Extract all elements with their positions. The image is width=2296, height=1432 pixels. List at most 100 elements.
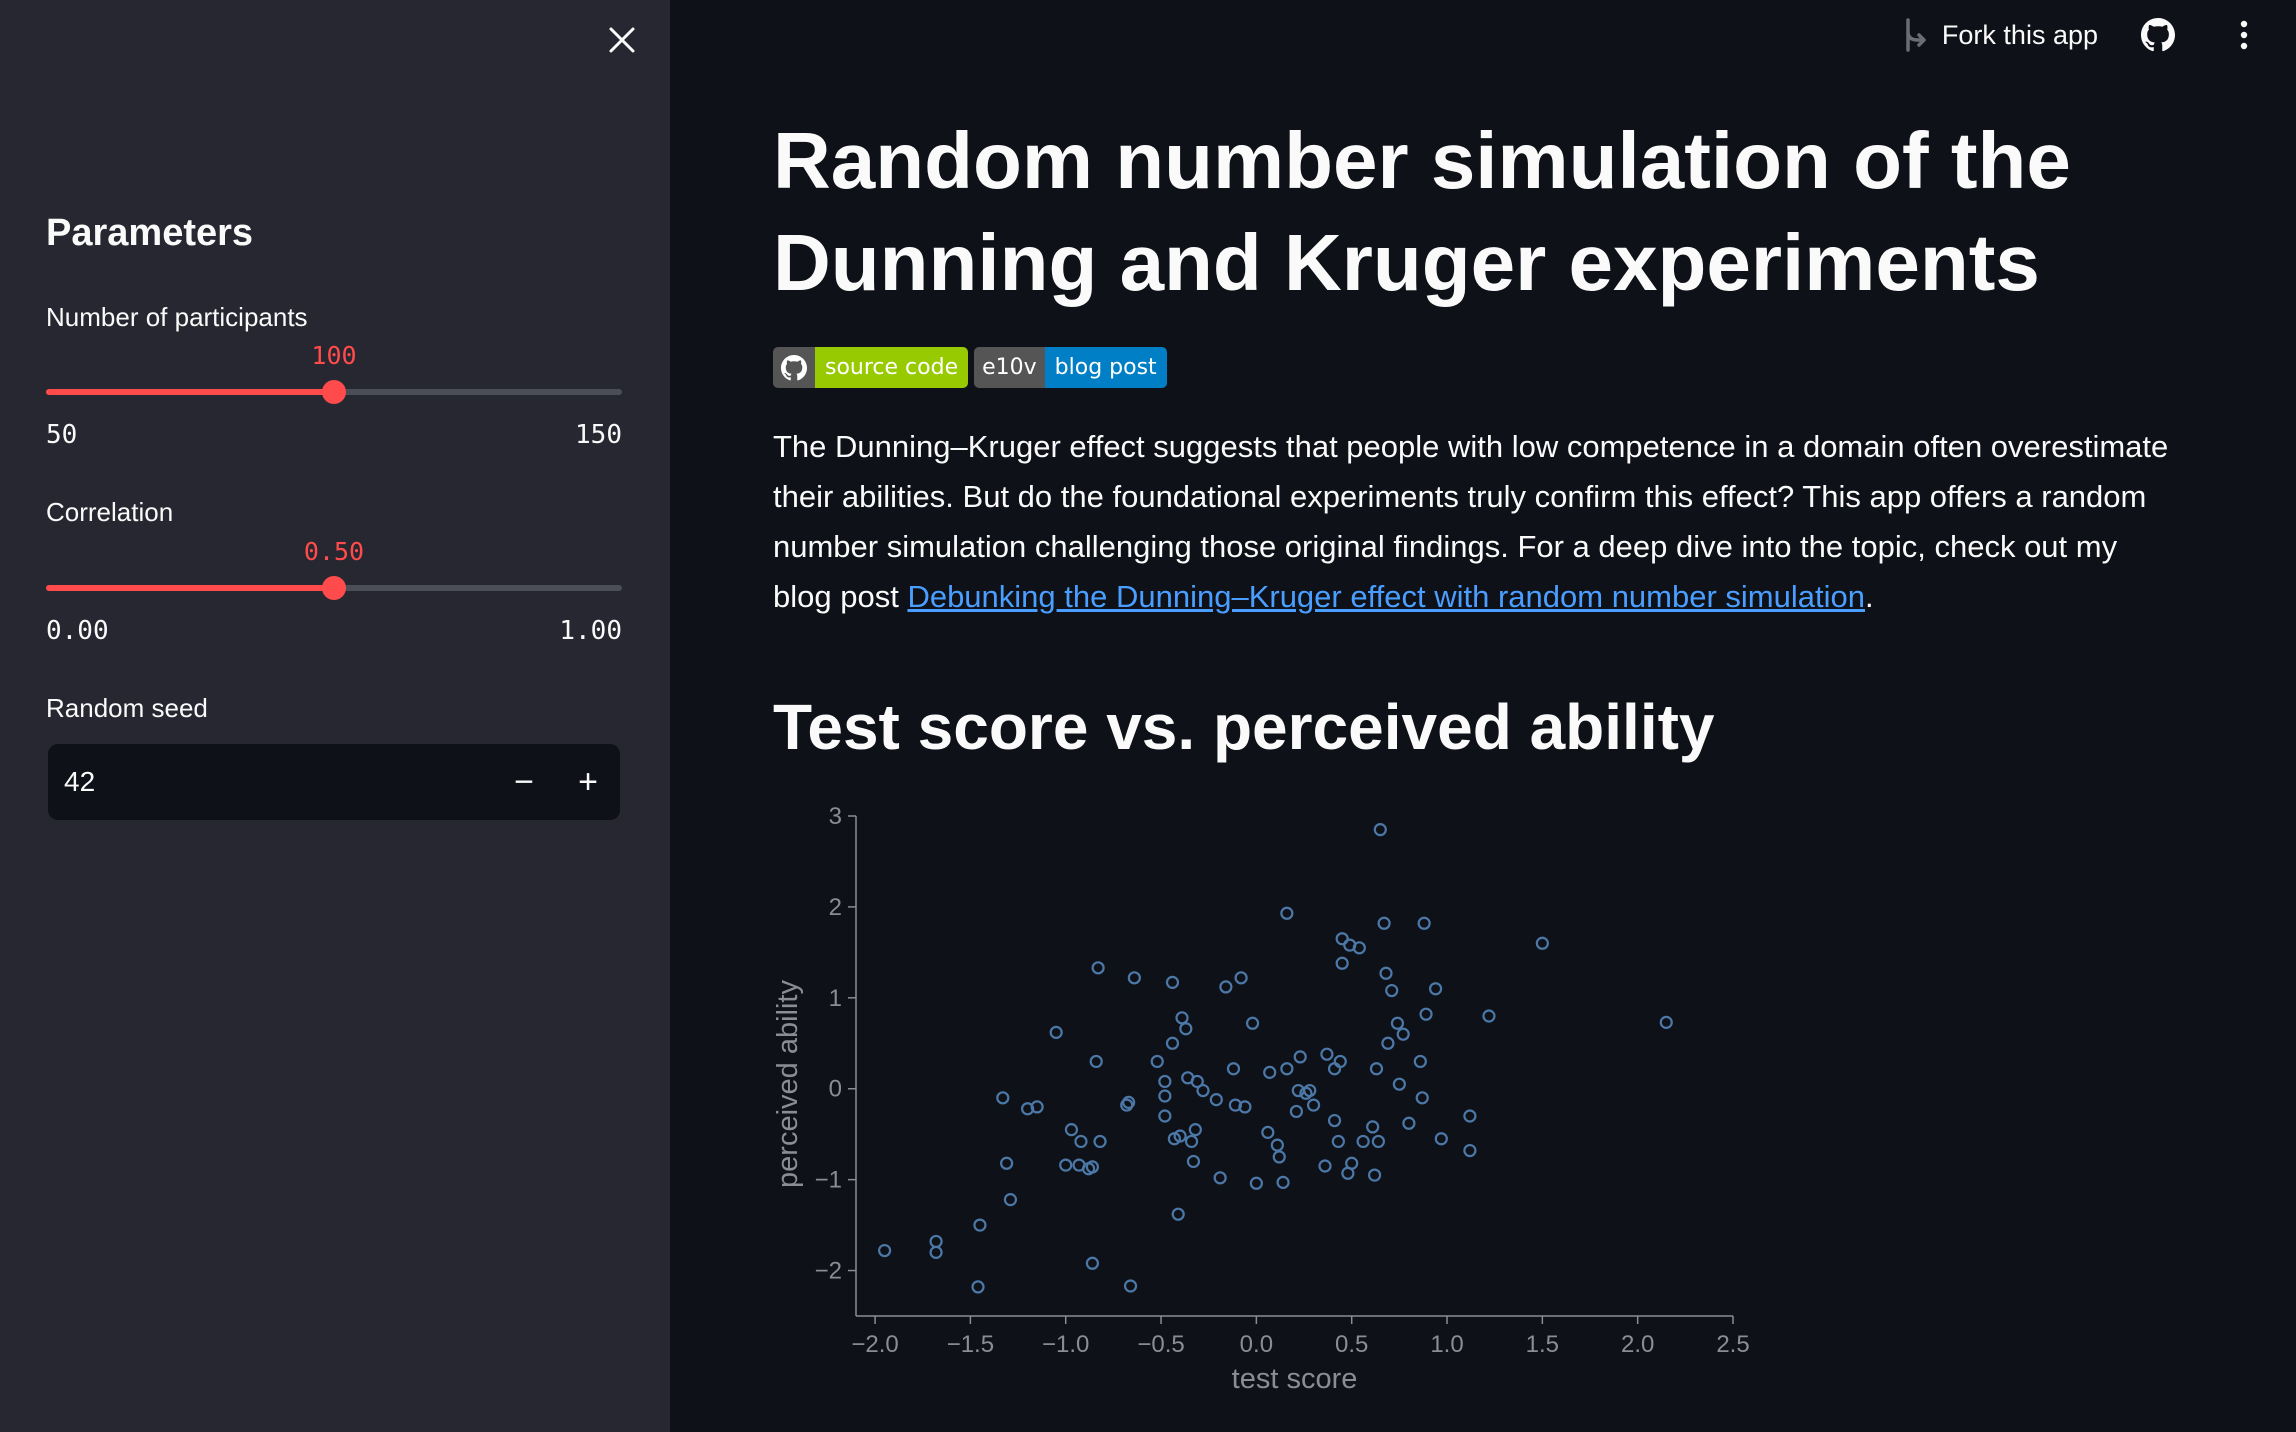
scatter-point: [1402, 1116, 1416, 1130]
github-button[interactable]: [2138, 15, 2178, 55]
scatter-point: [1165, 975, 1180, 989]
github-icon: [2141, 18, 2175, 52]
scatter-point: [1158, 1074, 1172, 1089]
scatter-point: [1059, 1158, 1073, 1172]
scatter-point: [1379, 966, 1393, 980]
scatter-point: [1209, 1093, 1223, 1107]
y-tick-label: 0: [829, 1076, 842, 1103]
scatter-point: [1356, 1134, 1370, 1149]
scatter-point: [1245, 1016, 1260, 1030]
close-sidebar-button[interactable]: [600, 18, 644, 62]
scatter-point: [1127, 971, 1141, 985]
participants-range: 50 150: [46, 420, 622, 450]
scatter-point: [1165, 1036, 1180, 1050]
seed-decrement-button[interactable]: −: [514, 762, 534, 801]
seed-increment-button[interactable]: +: [578, 762, 598, 801]
x-tick-label: 1.0: [1430, 1331, 1463, 1358]
correlation-min: 0.00: [46, 616, 109, 646]
scatter-point: [1535, 936, 1549, 950]
scatter-point: [1179, 1022, 1193, 1036]
scatter-point: [1226, 1062, 1241, 1076]
scatter-point: [1367, 1168, 1382, 1182]
scatter-point: [1417, 916, 1431, 930]
intro-end: .: [1864, 579, 1874, 614]
scatter-point: [1434, 1132, 1448, 1146]
x-tick-label: 2.0: [1621, 1331, 1654, 1358]
slider-thumb[interactable]: [322, 380, 346, 404]
scatter-point: [1196, 1083, 1210, 1098]
scatter-point: [1463, 1109, 1477, 1123]
scatter-point: [877, 1243, 892, 1258]
participants-max: 150: [575, 420, 622, 450]
scatter-point: [1093, 1134, 1107, 1149]
x-tick-label: −1.5: [947, 1331, 994, 1358]
seed-input[interactable]: 42: [64, 766, 96, 797]
scatter-point: [1030, 1100, 1044, 1114]
badge-left: [773, 347, 815, 388]
scatter-point: [1306, 1098, 1321, 1112]
source-code-badge[interactable]: source code: [773, 347, 969, 388]
scatter-point: [1390, 1016, 1405, 1030]
scatter-point: [1234, 971, 1248, 985]
scatter-point: [1293, 1050, 1307, 1064]
x-tick-label: 1.5: [1526, 1331, 1559, 1358]
x-axis-label: test score: [1232, 1363, 1358, 1395]
scatter-point: [1280, 1062, 1294, 1076]
seed-number-input: 42 − +: [48, 744, 620, 820]
scatter-point: [1213, 1171, 1227, 1185]
x-tick-label: −2.0: [851, 1331, 898, 1358]
blog-post-badge[interactable]: e10v blog post: [974, 347, 1167, 388]
scatter-point: [1320, 1047, 1334, 1061]
y-tick-label: −2: [815, 1258, 842, 1285]
participants-label: Number of participants: [46, 302, 308, 332]
intro-paragraph: The Dunning–Kruger effect suggests that …: [773, 422, 2173, 622]
scatter-point: [1419, 1007, 1433, 1021]
y-tick-label: −1: [815, 1167, 842, 1194]
x-tick-label: 0.0: [1240, 1331, 1273, 1358]
participants-slider[interactable]: 100: [46, 341, 622, 421]
scatter-point: [1000, 1156, 1014, 1170]
scatter-point: [1270, 1138, 1284, 1152]
scatter-point: [1074, 1134, 1088, 1149]
scatter-point: [1003, 1193, 1018, 1207]
more-vertical-icon: [2240, 20, 2248, 50]
chart-heading: Test score vs. perceived ability: [773, 691, 1715, 763]
scatter-point: [1085, 1160, 1100, 1174]
scatter-point: [1366, 1120, 1380, 1134]
blog-post-link[interactable]: Debunking the Dunning–Kruger effect with…: [907, 579, 1865, 614]
y-tick-label: 3: [829, 803, 842, 830]
scatter-point: [1373, 823, 1387, 837]
x-tick-label: 0.5: [1335, 1331, 1368, 1358]
correlation-range: 0.00 1.00: [46, 616, 622, 646]
main-menu-button[interactable]: [2224, 15, 2264, 55]
scatter-point: [996, 1091, 1010, 1105]
slider-thumb[interactable]: [322, 576, 346, 600]
scatter-chart: −2.0 −1.5 −1.0 −0.5 0.0 0.5 1.0 1.5 2.0 2.5 −2 −1 0 1…: [773, 803, 1750, 1395]
scatter-point: [971, 1280, 985, 1294]
scatter-point: [929, 1234, 943, 1249]
scatter-point: [1413, 1054, 1427, 1069]
page-title: Random number simulation of the Dunning …: [773, 116, 2071, 307]
scatter-point: [1482, 1009, 1496, 1023]
scatter-point: [1289, 1104, 1304, 1119]
scatter-point: [1091, 961, 1105, 975]
close-icon: [609, 27, 635, 53]
scatter-point: [1276, 1175, 1290, 1189]
header-toolbar: Fork this app: [1902, 0, 2296, 70]
fork-app-button[interactable]: Fork this app: [1902, 18, 2098, 52]
correlation-label: Correlation: [46, 497, 174, 527]
badge-right: blog post: [1044, 347, 1167, 388]
slider-value: 0.50: [303, 537, 365, 566]
scatter-point: [1396, 1027, 1410, 1041]
scatter-point: [1272, 1150, 1286, 1164]
scatter-point: [1381, 1036, 1395, 1050]
scatter-point: [1064, 1123, 1079, 1137]
scatter-point: [1249, 1176, 1263, 1190]
participants-min: 50: [46, 420, 78, 450]
slider-fill: [46, 585, 334, 591]
correlation-slider[interactable]: 0.50: [46, 537, 622, 617]
scatter-point: [1190, 1074, 1204, 1089]
scatter-point: [1352, 941, 1366, 955]
fork-icon: [1906, 18, 1926, 52]
seed-label: Random seed: [46, 693, 208, 723]
